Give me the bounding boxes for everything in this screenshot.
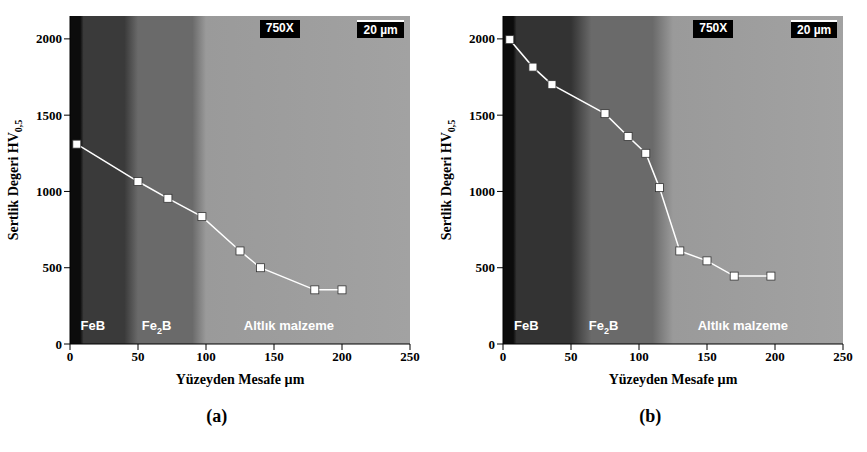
svg-text:250: 250 bbox=[834, 349, 854, 364]
svg-text:100: 100 bbox=[630, 349, 650, 364]
svg-text:Sertlik Degeri HV0,5: Sertlik Degeri HV0,5 bbox=[6, 120, 24, 241]
svg-text:50: 50 bbox=[565, 349, 578, 364]
svg-text:2000: 2000 bbox=[469, 31, 495, 46]
svg-text:1500: 1500 bbox=[36, 108, 62, 123]
html-text:(b): (b) bbox=[639, 406, 662, 426]
svg-text:200: 200 bbox=[332, 349, 352, 364]
svg-text:0: 0 bbox=[500, 349, 507, 364]
svg-text:100: 100 bbox=[196, 349, 216, 364]
svg-text:200: 200 bbox=[766, 349, 786, 364]
html-text:Fe2B: Fe2B bbox=[588, 318, 619, 336]
svg-text:150: 150 bbox=[264, 349, 284, 364]
html-text:20 µm: 20 µm bbox=[363, 23, 398, 37]
svg-text:0: 0 bbox=[67, 349, 74, 364]
svg-text:150: 150 bbox=[698, 349, 718, 364]
html-text:20 µm: 20 µm bbox=[797, 23, 832, 37]
svg-text:1500: 1500 bbox=[469, 108, 495, 123]
svg-text:1000: 1000 bbox=[469, 184, 495, 199]
svg-text:250: 250 bbox=[400, 349, 420, 364]
svg-text:0: 0 bbox=[55, 337, 62, 352]
html-text:(a): (a) bbox=[206, 406, 228, 426]
svg-text:Yüzeyden Mesafe µm: Yüzeyden Mesafe µm bbox=[175, 372, 304, 387]
svg-text:Yüzeyden Mesafe µm: Yüzeyden Mesafe µm bbox=[609, 372, 738, 387]
html-text:Fe2B: Fe2B bbox=[141, 318, 172, 336]
svg-text:2000: 2000 bbox=[36, 31, 62, 46]
html-text:Altlık malzeme: Altlık malzeme bbox=[697, 318, 788, 333]
html-text:Altlık malzeme: Altlık malzeme bbox=[243, 318, 335, 333]
svg-text:Sertlik Degeri HV0,5: Sertlik Degeri HV0,5 bbox=[439, 120, 457, 241]
svg-text:50: 50 bbox=[131, 349, 144, 364]
svg-text:1000: 1000 bbox=[36, 184, 62, 199]
html-text:750X: 750X bbox=[699, 21, 728, 35]
svg-text:0: 0 bbox=[489, 337, 496, 352]
html-text:FeB: FeB bbox=[514, 318, 539, 333]
svg-text:500: 500 bbox=[476, 260, 496, 275]
svg-text:500: 500 bbox=[42, 260, 62, 275]
html-text:FeB: FeB bbox=[80, 318, 106, 333]
html-text:750X: 750X bbox=[265, 21, 294, 35]
